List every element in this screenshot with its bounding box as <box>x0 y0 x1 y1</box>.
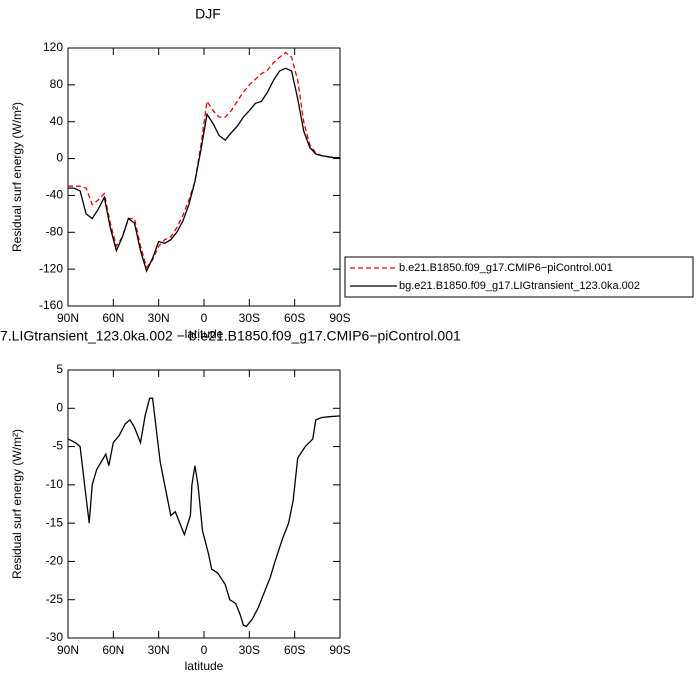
data-line <box>68 51 341 269</box>
x-tick-label: 30S <box>239 643 260 657</box>
y-tick-label: -160 <box>39 298 63 312</box>
x-tick-label: 30S <box>239 311 260 325</box>
x-tick-label: 30N <box>148 311 170 325</box>
x-tick-label: 60N <box>102 643 124 657</box>
y-tick-label: 0 <box>56 151 63 165</box>
y-tick-label: 120 <box>43 40 63 54</box>
y-tick-label: -5 <box>52 439 63 453</box>
y-tick-label: -120 <box>39 261 63 275</box>
y-tick-label: 40 <box>50 114 64 128</box>
y-tick-label: -25 <box>46 592 64 606</box>
x-axis-label: latitude <box>185 327 224 341</box>
y-tick-label: -80 <box>46 224 64 238</box>
x-tick-label: 90S <box>329 643 350 657</box>
x-tick-label: 90N <box>57 643 79 657</box>
x-tick-label: 0 <box>201 311 208 325</box>
x-tick-label: 0 <box>201 643 208 657</box>
x-tick-label: 60S <box>284 643 305 657</box>
x-tick-label: 30N <box>148 643 170 657</box>
chart-title: DJF <box>195 6 221 22</box>
y-tick-label: -20 <box>46 554 64 568</box>
y-tick-label: -15 <box>46 515 64 529</box>
data-line <box>68 67 340 273</box>
y-axis-label: Residual surf energy (W/m²) <box>10 102 24 252</box>
y-tick-label: 0 <box>56 400 63 414</box>
chart-title: 7.LIGtransient_123.0ka.002 − b.e21.B1850… <box>0 328 461 344</box>
legend-box <box>344 256 694 298</box>
x-tick-label: 60S <box>284 311 305 325</box>
y-tick-label: 5 <box>56 362 63 376</box>
data-line <box>67 397 341 628</box>
y-tick-label: -40 <box>46 188 64 202</box>
y-tick-label: -10 <box>46 477 64 491</box>
legend-label: bg.e21.B1850.f09_g17.LIGtransient_123.0k… <box>399 280 640 292</box>
plot-frame <box>67 369 341 639</box>
x-tick-label: 90N <box>57 311 79 325</box>
x-axis-label: latitude <box>185 659 224 673</box>
y-axis-label: Residual surf energy (W/m²) <box>10 429 24 579</box>
legend-label: b.e21.B1850.f09_g17.CMIP6−piControl.001 <box>399 262 613 274</box>
y-tick-label: -30 <box>46 630 64 644</box>
x-tick-label: 90S <box>329 311 350 325</box>
x-tick-label: 60N <box>102 311 124 325</box>
y-tick-label: 80 <box>50 77 64 91</box>
